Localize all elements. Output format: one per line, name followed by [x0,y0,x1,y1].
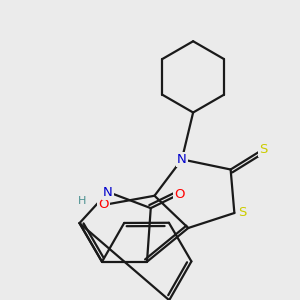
Text: N: N [103,185,113,199]
Text: H: H [78,196,87,206]
Text: O: O [99,198,109,211]
Text: S: S [238,206,247,220]
Text: S: S [259,143,267,156]
Text: N: N [177,153,187,166]
Text: O: O [174,188,184,201]
